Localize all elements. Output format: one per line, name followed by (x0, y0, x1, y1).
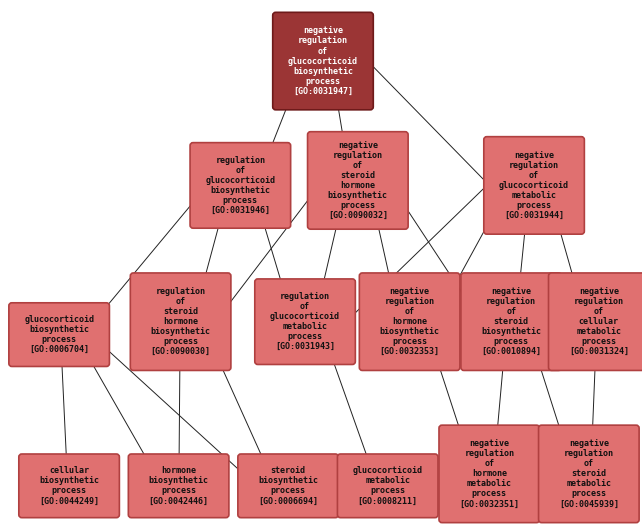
Text: glucocorticoid
biosynthetic
process
[GO:0006704]: glucocorticoid biosynthetic process [GO:… (24, 315, 94, 354)
FancyBboxPatch shape (484, 136, 584, 234)
Text: negative
regulation
of
steroid
metabolic
process
[GO:0045939]: negative regulation of steroid metabolic… (559, 439, 619, 508)
Text: hormone
biosynthetic
process
[GO:0042446]: hormone biosynthetic process [GO:0042446… (149, 466, 208, 505)
Text: regulation
of
glucocorticoid
biosynthetic
process
[GO:0031946]: regulation of glucocorticoid biosyntheti… (205, 156, 275, 215)
FancyBboxPatch shape (439, 425, 539, 523)
Text: negative
regulation
of
hormone
metabolic
process
[GO:0032351]: negative regulation of hormone metabolic… (459, 439, 520, 508)
FancyBboxPatch shape (19, 454, 120, 518)
FancyBboxPatch shape (129, 454, 229, 518)
Text: negative
regulation
of
steroid
biosynthetic
process
[GO:0010894]: negative regulation of steroid biosynthe… (481, 287, 541, 357)
FancyBboxPatch shape (255, 279, 356, 364)
FancyBboxPatch shape (548, 273, 643, 370)
Text: regulation
of
glucocorticoid
metabolic
process
[GO:0031943]: regulation of glucocorticoid metabolic p… (270, 292, 340, 351)
FancyBboxPatch shape (190, 143, 291, 228)
FancyBboxPatch shape (273, 12, 374, 110)
Text: negative
regulation
of
glucocorticoid
metabolic
process
[GO:0031944]: negative regulation of glucocorticoid me… (499, 151, 569, 220)
FancyBboxPatch shape (338, 454, 438, 518)
FancyBboxPatch shape (359, 273, 460, 370)
Text: negative
regulation
of
hormone
biosynthetic
process
[GO:0032353]: negative regulation of hormone biosynthe… (379, 287, 440, 357)
FancyBboxPatch shape (539, 425, 639, 523)
Text: negative
regulation
of
steroid
hormone
biosynthetic
process
[GO:0090032]: negative regulation of steroid hormone b… (328, 141, 388, 220)
Text: negative
regulation
of
glucocorticoid
biosynthetic
process
[GO:0031947]: negative regulation of glucocorticoid bi… (288, 26, 358, 96)
FancyBboxPatch shape (238, 454, 338, 518)
Text: regulation
of
steroid
hormone
biosynthetic
process
[GO:0090030]: regulation of steroid hormone biosynthet… (150, 287, 211, 357)
Text: glucocorticoid
metabolic
process
[GO:0008211]: glucocorticoid metabolic process [GO:000… (353, 466, 422, 505)
FancyBboxPatch shape (307, 132, 408, 229)
FancyBboxPatch shape (131, 273, 231, 370)
FancyBboxPatch shape (9, 303, 109, 367)
Text: steroid
biosynthetic
process
[GO:0006694]: steroid biosynthetic process [GO:0006694… (258, 466, 318, 505)
FancyBboxPatch shape (461, 273, 561, 370)
Text: cellular
biosynthetic
process
[GO:0044249]: cellular biosynthetic process [GO:004424… (39, 466, 99, 505)
Text: negative
regulation
of
cellular
metabolic
process
[GO:0031324]: negative regulation of cellular metaboli… (569, 287, 629, 357)
